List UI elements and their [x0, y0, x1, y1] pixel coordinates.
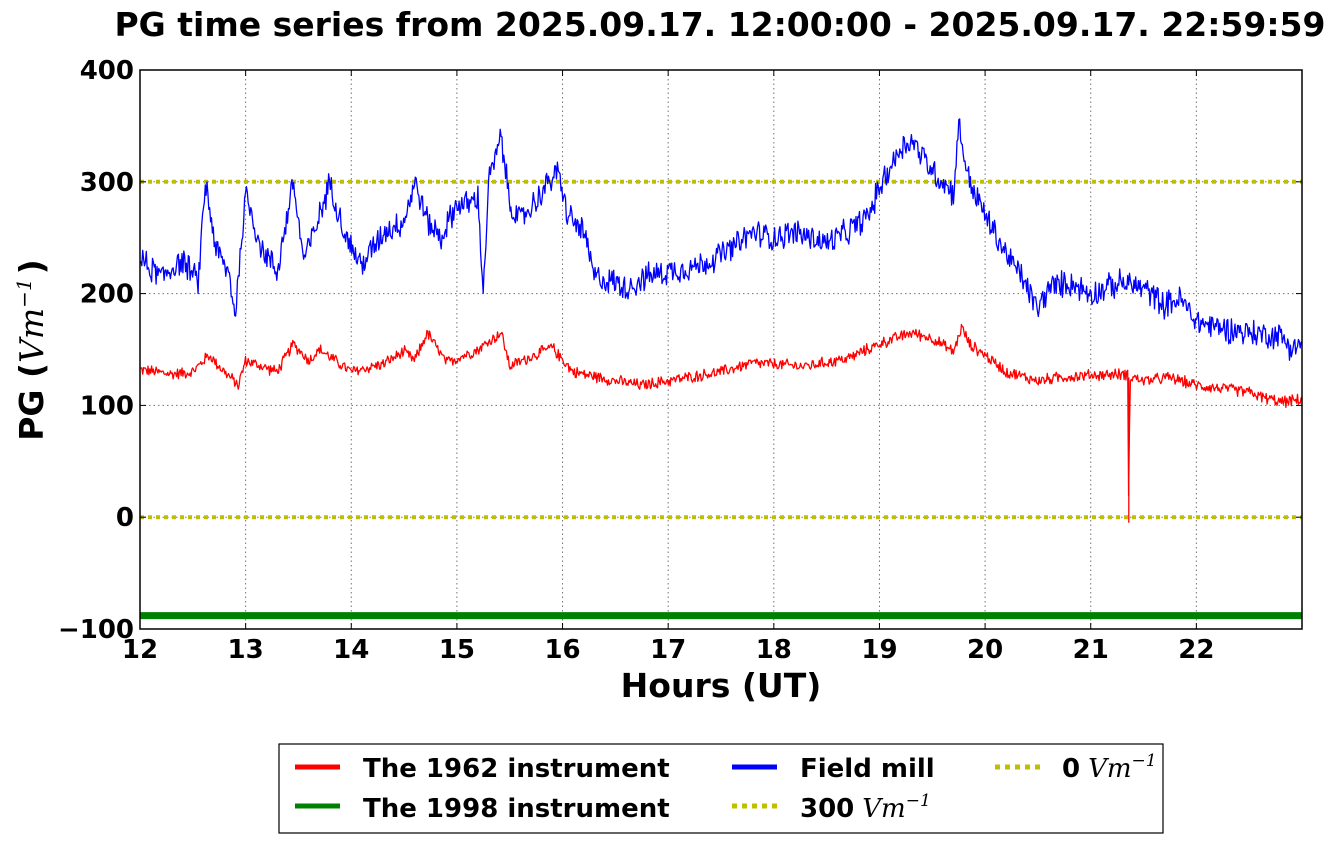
y-tick-labels: −100 0 100 200 300 400: [58, 56, 134, 645]
legend: The 1962 instrument The 1998 instrument …: [278, 743, 1164, 834]
x-tick-label: 12: [122, 635, 158, 665]
y-axis-label: PG (Vm−1): [12, 259, 51, 441]
y-axis-label-exponent: −1: [12, 278, 36, 307]
x-tick-label: 17: [650, 635, 686, 665]
chart-title: PG time series from 2025.09.17. 12:00:00…: [115, 5, 1326, 44]
y-tick-label: −100: [58, 615, 134, 645]
legend-label-field-mill: Field mill: [800, 754, 935, 784]
x-tick-label: 21: [1073, 635, 1109, 665]
series-lines: [139, 118, 1303, 620]
ref-lines: [140, 179, 1302, 520]
legend-label-1998: The 1998 instrument: [363, 794, 670, 824]
x-axis-label: Hours (UT): [621, 666, 822, 705]
legend-box: [278, 743, 1164, 834]
x-tick-label: 18: [756, 635, 792, 665]
y-tick-label: 0: [116, 503, 134, 533]
x-tick-labels: 12 13 14 15 16 17 18 19 20 21 22: [122, 635, 1215, 665]
legend-label-0: 0 Vm−1: [1062, 751, 1157, 784]
y-axis-label-suffix: ): [12, 259, 51, 274]
plot-frame: [139, 69, 1303, 630]
y-tick-label: 100: [80, 391, 134, 421]
x-tick-label: 19: [861, 635, 897, 665]
y-axis-label-unit: Vm: [12, 308, 51, 363]
tick-marks: [139, 69, 1302, 630]
x-tick-label: 22: [1178, 635, 1214, 665]
legend-label-1962: The 1962 instrument: [363, 754, 670, 784]
x-tick-label: 16: [544, 635, 580, 665]
series-line-field-mill: [140, 118, 1302, 361]
x-tick-label: 15: [439, 635, 475, 665]
y-axis-label-prefix: PG (: [12, 363, 51, 441]
y-tick-label: 400: [80, 56, 134, 86]
grid-lines: [140, 70, 1302, 629]
series-line-the-1962-instrument: [139, 323, 1303, 523]
x-tick-label: 20: [967, 635, 1003, 665]
x-tick-label: 14: [333, 635, 369, 665]
svg-text:PG (Vm−1): PG (Vm−1): [12, 259, 51, 441]
legend-label-300: 300 Vm−1: [800, 791, 931, 824]
x-tick-label: 13: [228, 635, 264, 665]
y-tick-label: 300: [80, 168, 134, 198]
y-tick-label: 200: [80, 280, 134, 310]
